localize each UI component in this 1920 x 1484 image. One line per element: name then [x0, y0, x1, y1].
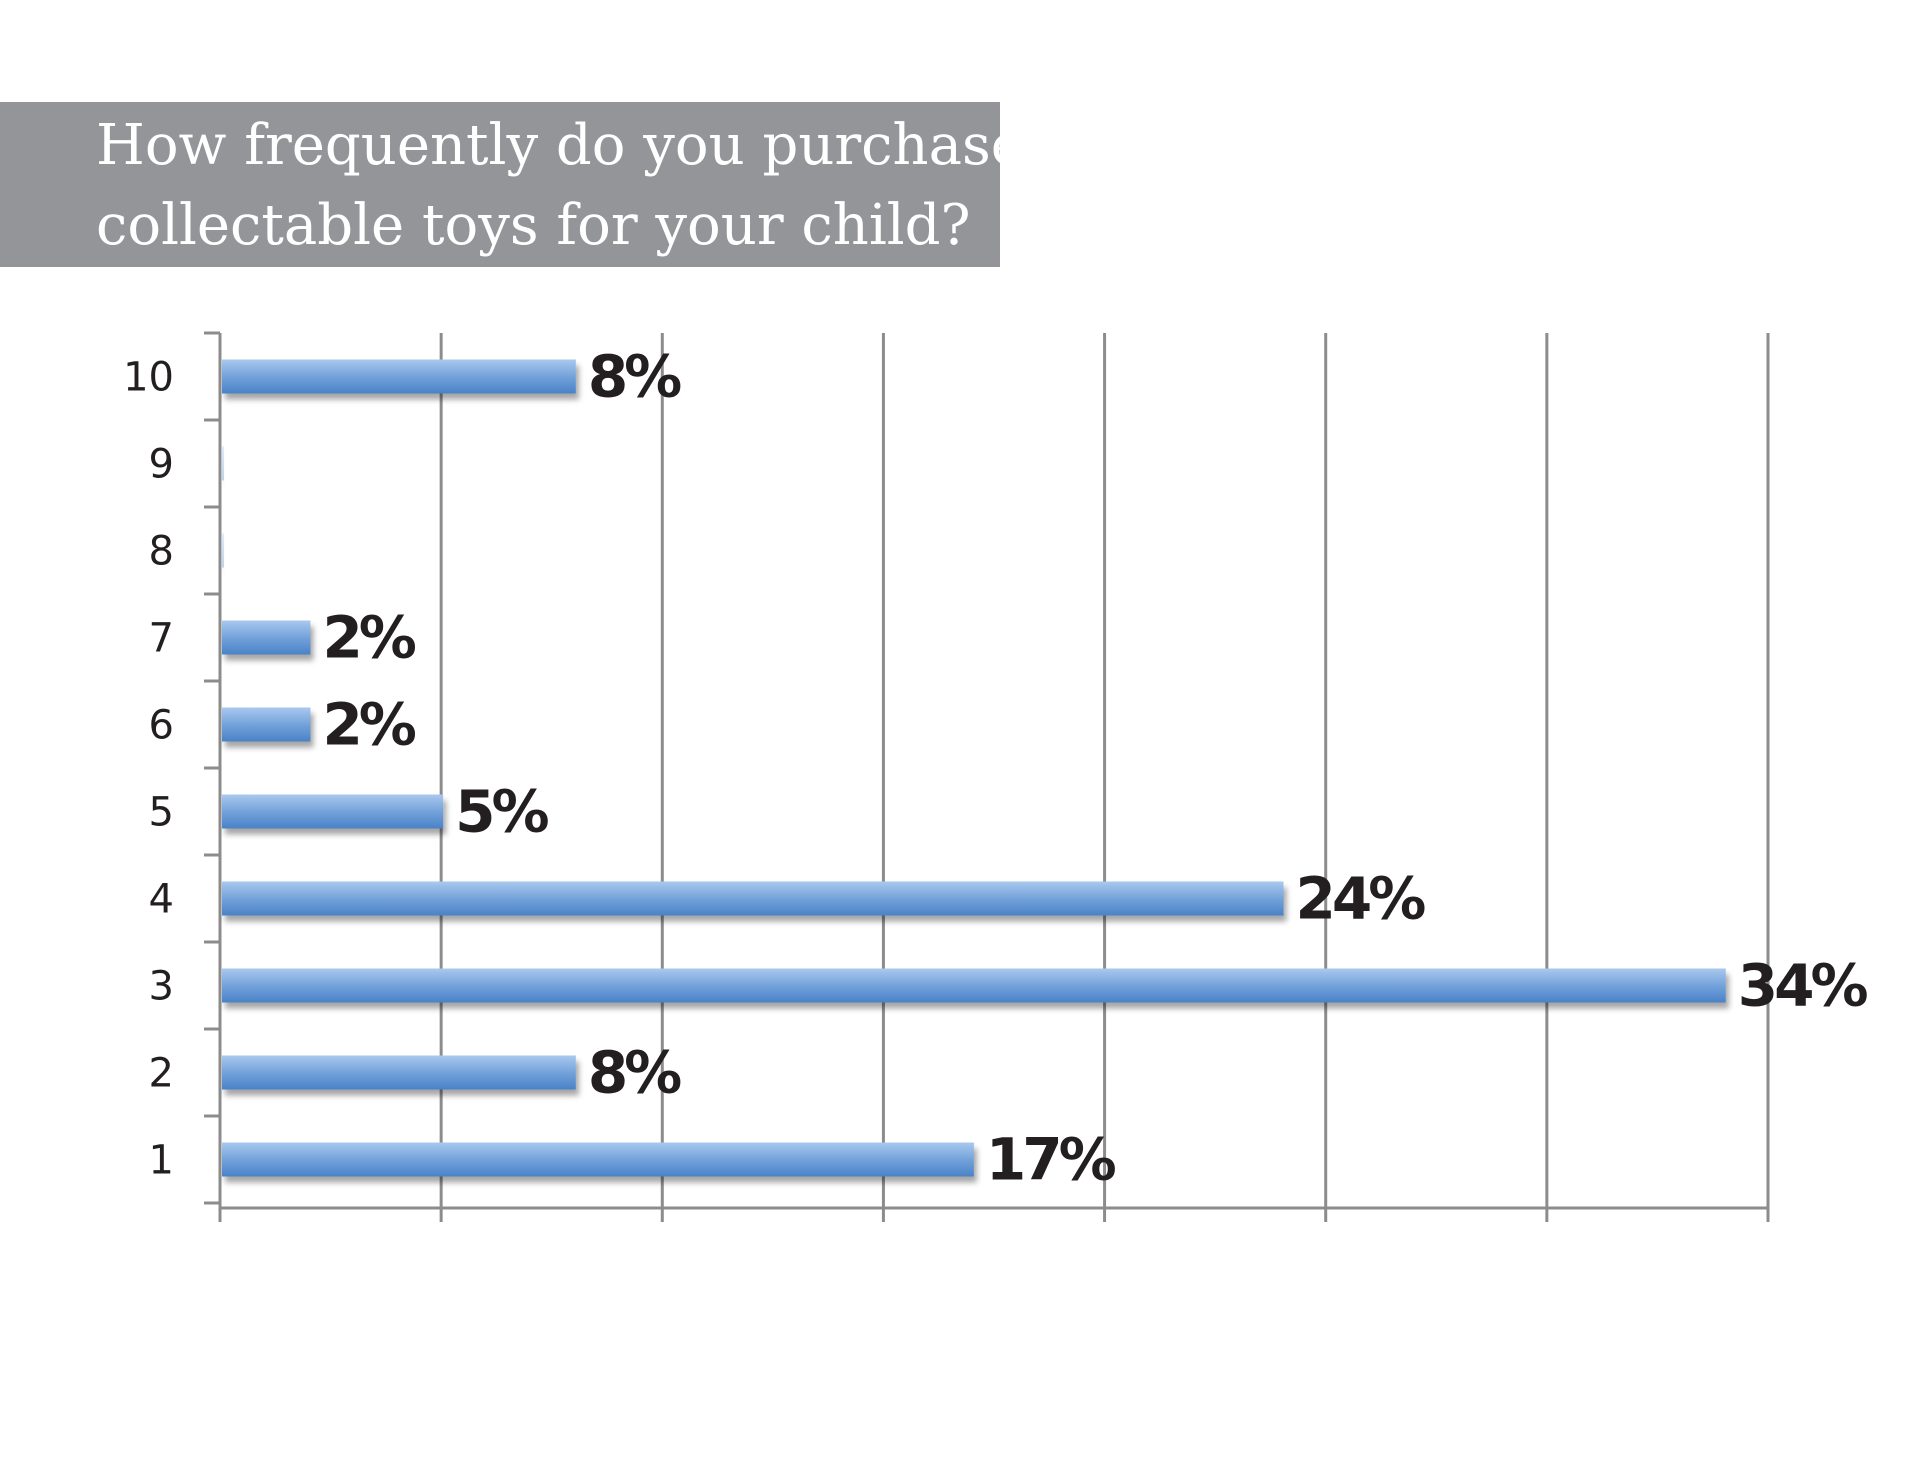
value-label-2: 8%	[588, 1039, 681, 1107]
category-label-2: 2	[149, 1051, 174, 1097]
category-label-4: 4	[149, 877, 174, 923]
bar-9	[222, 446, 224, 481]
bar-4	[222, 881, 1284, 916]
bar-3	[222, 968, 1726, 1003]
value-label-3: 34%	[1738, 952, 1868, 1020]
bar-2	[222, 1055, 576, 1090]
bar-10	[222, 359, 576, 394]
axes	[204, 331, 1768, 1222]
bar-8	[222, 533, 224, 568]
value-label-6: 2%	[322, 691, 415, 759]
bar-5	[222, 794, 444, 829]
bars	[222, 359, 1726, 1177]
value-label-5: 5%	[455, 778, 548, 846]
bar-7	[222, 620, 311, 655]
category-label-3: 3	[149, 964, 174, 1010]
value-label-7: 2%	[322, 604, 415, 672]
category-label-8: 8	[149, 529, 174, 575]
bar-6	[222, 707, 311, 742]
value-label-1: 17%	[986, 1126, 1116, 1194]
value-label-4: 24%	[1295, 865, 1425, 933]
category-label-1: 1	[149, 1138, 174, 1184]
chart-title-line-2: collectable toys for your child?	[96, 193, 971, 258]
category-label-10: 10	[123, 355, 174, 401]
category-label-9: 9	[149, 442, 174, 488]
value-label-10: 8%	[588, 343, 681, 411]
chart-title-line-1: How frequently do you purchase	[96, 113, 1024, 178]
category-label-5: 5	[149, 790, 174, 836]
title-banner: How frequently do you purchase collectab…	[0, 102, 1024, 267]
category-label-6: 6	[149, 703, 174, 749]
labels: 10 8% 9 8 7 2% 6 2% 5 5% 4 24% 3 34% 2 8% 1 17%	[123, 343, 1871, 1194]
category-label-7: 7	[149, 616, 174, 662]
bar-1	[222, 1142, 974, 1177]
